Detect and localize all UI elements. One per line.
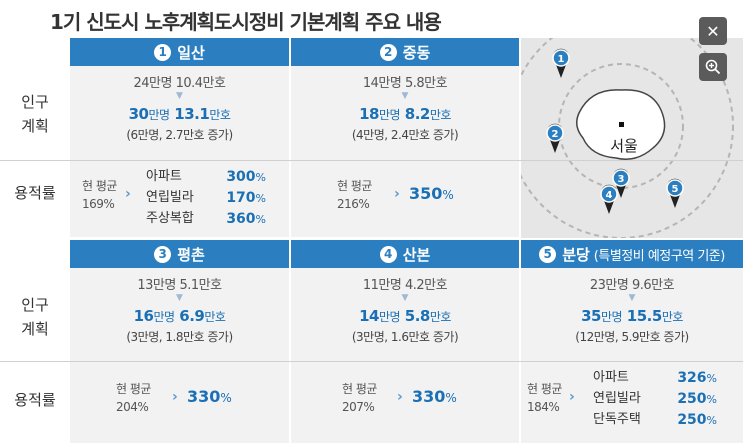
city-name: 평촌 [177, 245, 205, 264]
far-row: 연립빌라 170% [146, 190, 266, 206]
far-row: 연립빌라 250% [593, 391, 717, 407]
population-jungdong: 14만명 5.8만호 ▼ 18만명 8.2만호 (4만명, 2.4만호 증가) [291, 66, 519, 160]
down-chevron-icon: ▼ [401, 91, 409, 101]
chevron-right-icon: › [125, 186, 131, 202]
current-far: 현 평균 169% [82, 179, 117, 211]
far-jungdong: 현 평균 216% › 350% [291, 161, 519, 237]
city-name: 중동 [402, 43, 431, 62]
row-label-population-2: 인구 계획 [21, 296, 49, 338]
population-before: 13만명 5.1만호 [137, 278, 222, 293]
header-bundang: 5 분당 (특별정비 예정구역 기준) [521, 240, 743, 268]
row-label-far-2: 용적률 [14, 391, 56, 409]
chevron-right-icon: › [394, 186, 400, 202]
far-row: 단독주택 250% [593, 412, 717, 428]
population-after: 14만명 5.8만호 [359, 307, 451, 325]
map-pin-2: 2 [546, 123, 564, 153]
down-chevron-icon: ▼ [176, 293, 183, 303]
far-row: 아파트 326% [593, 370, 717, 386]
population-ilsan: 24만명 10.4만호 ▼ 30만명 13.1만호 (6만명, 2.7만호 증가… [70, 66, 289, 160]
map-pin-3-number: 3 [618, 174, 625, 185]
far-row: 주상복합 360% [146, 211, 266, 227]
population-increase: (12만명, 5.9만호 증가) [575, 330, 689, 344]
row-label-far: 용적률 [14, 184, 56, 202]
chevron-right-icon: › [397, 389, 403, 405]
current-far: 현 평균 216% [337, 179, 372, 211]
divider [0, 361, 743, 362]
population-increase: (3만명, 1.8만호 증가) [126, 330, 233, 344]
header-jungdong: 2 중동 [291, 38, 519, 66]
map-pin-1: 1 [552, 48, 570, 78]
down-chevron-icon: ▼ [628, 293, 636, 303]
far-table: 아파트 326% 연립빌라 250% 단독주택 250% [593, 368, 717, 431]
map-pin-4: 4 [600, 184, 618, 214]
far-row: 아파트 300% [146, 169, 266, 185]
down-chevron-icon: ▼ [176, 91, 183, 101]
number-badge: 4 [379, 245, 397, 263]
close-button[interactable]: ✕ [699, 17, 727, 45]
far-sanbon: 현 평균 207% › 330% [291, 362, 519, 443]
population-bundang: 23만명 9.6만호 ▼ 35만명 15.5만호 (12만명, 5.9만호 증가… [521, 268, 743, 361]
map-pin-1-number: 1 [558, 54, 565, 65]
row-label-population: 인구 계획 [21, 93, 49, 135]
header-pyeongchon: 3 평촌 [70, 240, 289, 268]
population-sanbon: 11만명 4.2만호 ▼ 14만명 5.8만호 (3만명, 1.6만호 증가) [291, 268, 519, 361]
map-pin-3: 3 [612, 168, 630, 198]
population-before: 23만명 9.6만호 [589, 278, 675, 293]
far-bundang: 현 평균 184% › 아파트 326% 연립빌라 250% 단독주택 250% [521, 362, 743, 443]
current-far: 현 평균 184% [527, 382, 562, 414]
population-after: 30만명 13.1만호 [128, 105, 231, 123]
city-subtitle: (특별정비 예정구역 기준) [593, 248, 726, 264]
population-after: 35만명 15.5만호 [581, 307, 683, 325]
number-badge: 3 [154, 245, 172, 263]
map-pin-2-number: 2 [552, 129, 559, 140]
far-table: 아파트 300% 연립빌라 170% 주상복합 360% [146, 167, 266, 230]
chevron-right-icon: › [172, 389, 178, 405]
number-badge: 1 [154, 43, 172, 61]
city-name: 일산 [177, 43, 205, 62]
number-badge: 5 [539, 245, 557, 263]
header-sanbon: 4 산본 [291, 240, 519, 268]
population-before: 14만명 5.8만호 [362, 76, 448, 91]
far-value: 330% [187, 387, 232, 406]
far-value: 330% [412, 387, 457, 406]
zoom-in-icon [705, 59, 721, 75]
number-badge: 2 [379, 43, 397, 61]
city-name: 산본 [402, 245, 431, 264]
far-pyeongchon: 현 평균 204% › 330% [70, 362, 289, 443]
population-increase: (6만명, 2.7만호 증가) [126, 128, 233, 142]
map-pin-5-number: 5 [672, 184, 679, 195]
close-icon: ✕ [706, 21, 720, 41]
map-pin-4-number: 4 [606, 190, 613, 201]
population-increase: (4만명, 2.4만호 증가) [351, 128, 459, 142]
population-after: 18만명 8.2만호 [359, 105, 451, 123]
seoul-label: 서울 [610, 137, 638, 155]
current-far: 현 평균 204% [116, 382, 151, 414]
far-value: 350% [409, 184, 454, 203]
population-increase: (3만명, 1.6만호 증가) [351, 330, 459, 344]
far-ilsan: 현 평균 169% › 아파트 300% 연립빌라 170% 주상복합 360% [70, 161, 289, 237]
city-name: 분당 [562, 245, 590, 264]
population-pyeongchon: 13만명 5.1만호 ▼ 16만명 6.9만호 (3만명, 1.8만호 증가) [70, 268, 289, 361]
page-title: 1기 신도시 노후계획도시정비 기본계획 주요 내용 [50, 10, 442, 34]
current-far: 현 평균 207% [342, 382, 377, 414]
header-ilsan: 1 일산 [70, 38, 289, 66]
zoom-button[interactable] [699, 53, 727, 81]
population-after: 16만명 6.9만호 [133, 307, 226, 325]
population-before: 11만명 4.2만호 [362, 278, 448, 293]
down-chevron-icon: ▼ [401, 293, 409, 303]
population-before: 24만명 10.4만호 [133, 76, 226, 91]
map-pin-5: 5 [666, 178, 684, 208]
divider [0, 160, 743, 161]
chevron-right-icon: › [569, 389, 575, 405]
